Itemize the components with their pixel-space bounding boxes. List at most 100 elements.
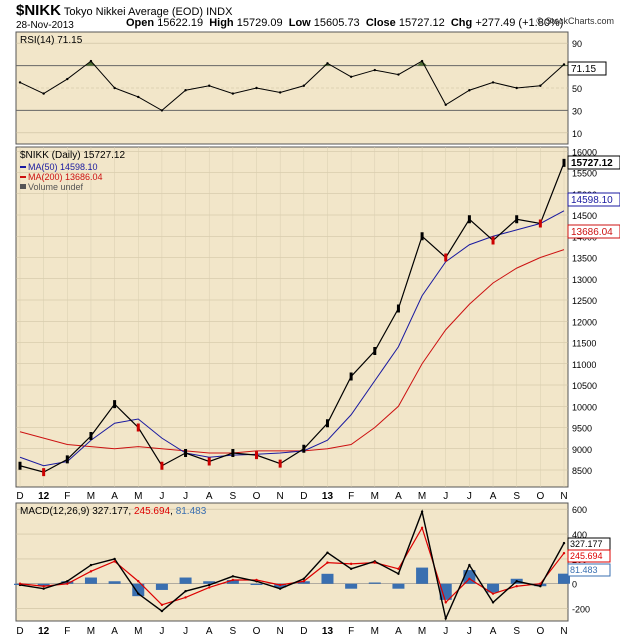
legend-volume: Volume undef (28, 182, 84, 192)
price-candle (231, 449, 235, 457)
rsi-point (255, 86, 258, 90)
x-tick-label: A (490, 491, 497, 502)
signal-point (491, 592, 495, 595)
macd-histogram-bar (132, 583, 145, 597)
rsi-tick-label: 90 (572, 39, 582, 49)
macd-points (18, 510, 566, 620)
price-candle (89, 432, 93, 440)
signal-point (66, 582, 69, 585)
close-value: 15727.12 (398, 17, 445, 29)
price-candle (18, 461, 22, 470)
rsi-tick-label: 10 (572, 129, 582, 139)
signal-point (231, 578, 235, 582)
signal-point (373, 561, 376, 564)
x-tick-label: M (87, 626, 95, 637)
x-tick-label: J (443, 491, 448, 502)
price-tick-label: 12000 (572, 317, 597, 327)
rsi-point (113, 86, 116, 90)
x-tick-label: M (134, 626, 142, 637)
signal-point (349, 562, 353, 566)
rsi-point (562, 63, 566, 66)
macd-point (491, 601, 495, 604)
price-line (19, 162, 565, 473)
x-tick-label: J (467, 491, 472, 502)
x-tick-label: A (490, 626, 497, 637)
macd-histogram-bar (439, 583, 452, 600)
x-tick-label: 13 (322, 491, 334, 502)
price-candle (160, 461, 164, 470)
price-points (18, 158, 566, 477)
macd-point (397, 572, 400, 575)
macd-point (160, 609, 164, 613)
exchange: INDX (206, 6, 233, 18)
rsi-points (18, 59, 566, 112)
chart-title: $NIKK Tokyo Nikkei Average (EOD) INDX (16, 2, 232, 19)
macd-histogram-bar (61, 581, 74, 584)
macd-point (66, 580, 69, 583)
rsi-point (326, 62, 329, 65)
macd-histogram-bar (558, 573, 570, 584)
macd-point (42, 587, 45, 590)
price-candle (467, 215, 471, 224)
signal-point (137, 580, 140, 583)
rsi-point (397, 73, 400, 76)
macd-histogram-bar (226, 580, 239, 584)
x-tick-label: M (418, 626, 426, 637)
x-tick-label: O (536, 491, 544, 502)
low-label: Low (288, 17, 311, 29)
rsi-tick-label: 30 (572, 106, 582, 116)
rsi-point (468, 89, 471, 92)
x-tick-label: 12 (38, 491, 50, 502)
macd-histogram-bar (345, 583, 358, 589)
signal-point (113, 560, 116, 563)
ma200-badge-text: 13686.04 (571, 227, 613, 238)
macd-tick-label: 0 (572, 580, 577, 590)
rsi-panel: RSI(14) 71.15 9070503010 71.15 (15, 31, 607, 145)
x-axis-top: D 12 F M A M J J A S O N D 13 F M A M J J A S O N (16, 491, 567, 502)
x-tick-label: S (230, 491, 237, 502)
rsi-point (66, 77, 69, 81)
x-tick-label: M (371, 626, 379, 637)
macd-point (349, 567, 353, 571)
x-tick-label: A (395, 491, 402, 502)
legend-ma50: MA(50) 14598.10 (28, 162, 98, 172)
x-tick-label: O (536, 626, 544, 637)
rsi-point (444, 103, 447, 107)
rsi-label: RSI(14) 71.15 (20, 35, 83, 46)
x-tick-label: A (395, 626, 402, 637)
price-candle (325, 419, 329, 428)
signal-point (515, 585, 518, 588)
macd-point (302, 577, 306, 580)
rsi-point (302, 84, 306, 87)
x-tick-label: J (467, 626, 472, 637)
close-badge: 15727.12 (567, 155, 620, 170)
macd-histogram-bar (179, 577, 192, 584)
x-tick-label: N (560, 491, 567, 502)
x-tick-label: A (206, 626, 213, 637)
price-candle (207, 457, 211, 466)
price-tick-label: 15500 (572, 169, 597, 179)
signal-point (302, 580, 306, 583)
rsi-point (278, 91, 282, 94)
x-tick-label: M (418, 491, 426, 502)
macd-histogram-bar (416, 567, 429, 584)
price-candle (562, 158, 566, 167)
ma50-badge: 14598.10 (567, 192, 620, 207)
price-tick-label: 8500 (572, 466, 592, 476)
rsi-point (515, 86, 518, 90)
macd-histogram-bar (250, 583, 263, 585)
macd-point (444, 617, 447, 620)
price-candle (515, 215, 519, 224)
macd-histogram-bar (368, 582, 381, 584)
signal-point (278, 583, 282, 587)
x-tick-label: N (277, 491, 284, 502)
x-tick-label: D (300, 491, 307, 502)
price-tick-label: 10000 (572, 402, 597, 412)
macd-label-signal: 245.694 (134, 506, 171, 517)
x-tick-label: J (183, 491, 188, 502)
x-tick-label: M (87, 491, 95, 502)
rsi-point (349, 75, 353, 79)
price-candle (538, 219, 542, 228)
signal-point (89, 570, 93, 573)
open-label: Open (126, 17, 155, 29)
